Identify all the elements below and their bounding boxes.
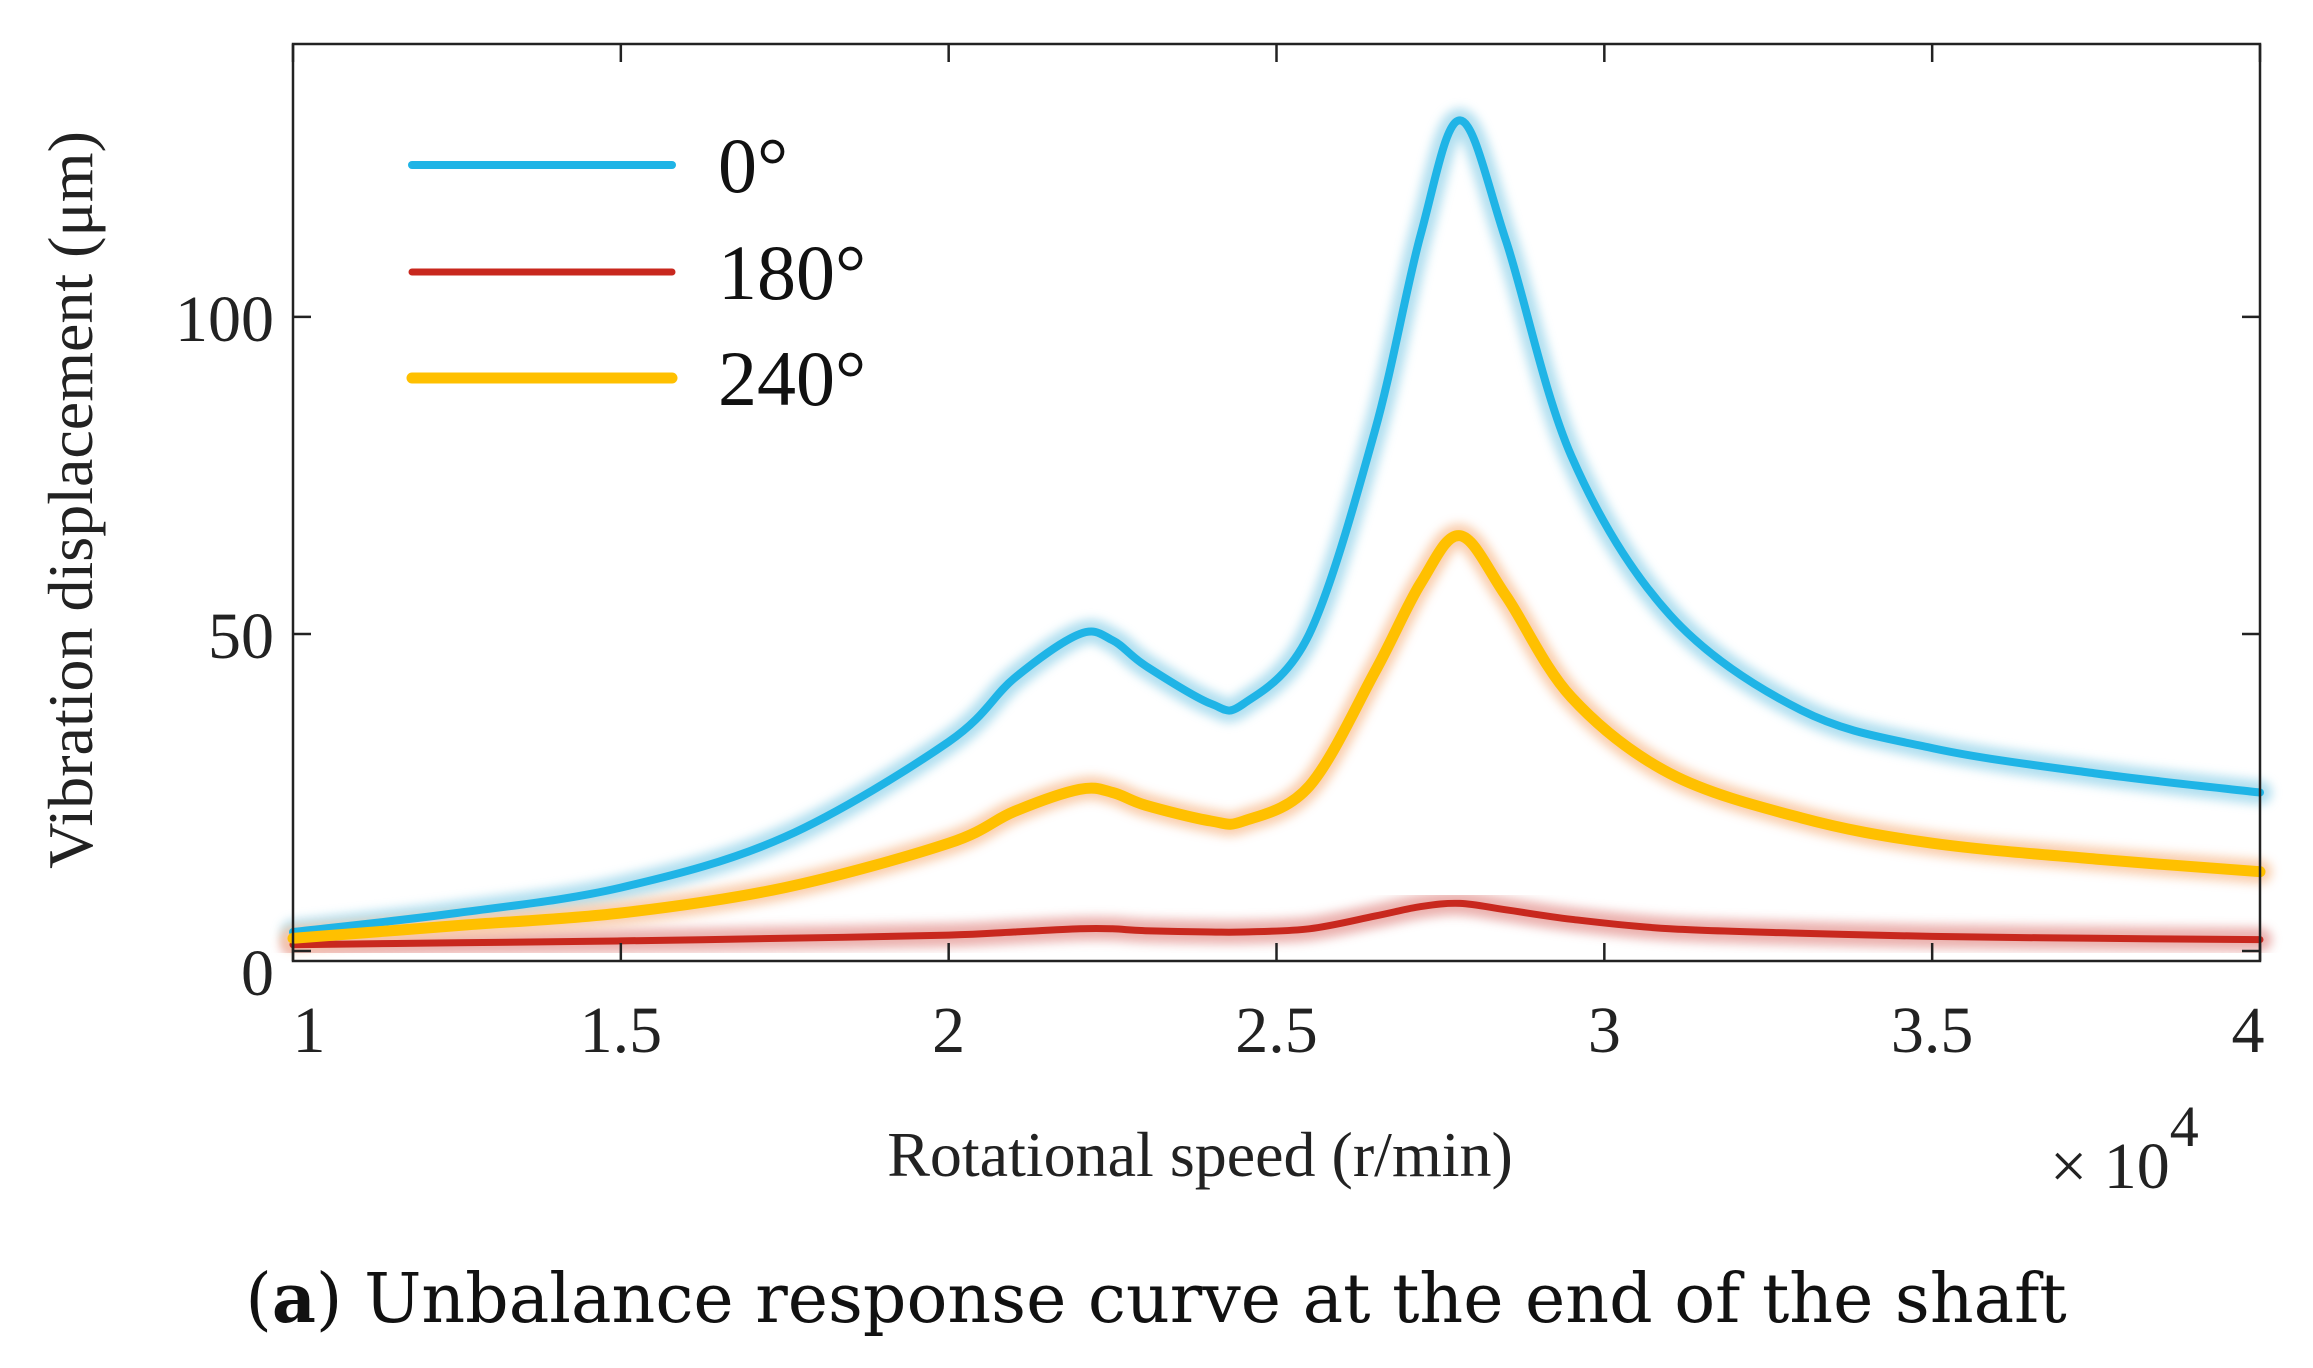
series-line-1 — [289, 899, 2264, 949]
y-axis-title: Vibration displacement (μm) — [35, 131, 106, 869]
axis-ticks: 1 1.5 2 2.5 3 3.5 4 0 50 100 — [175, 44, 2265, 1067]
caption-panel-label: a — [272, 1259, 316, 1339]
x-tick-label-0: 1 — [293, 994, 326, 1067]
x-tick-label-4: 3 — [1588, 994, 1621, 1067]
legend-label-0: 0° — [718, 122, 788, 209]
x-tick-label-1: 1.5 — [580, 994, 663, 1067]
x-tick-label-6: 4 — [2232, 994, 2265, 1067]
x-tick-label-5: 3.5 — [1891, 994, 1974, 1067]
x-tick-label-3: 2.5 — [1235, 994, 1318, 1067]
series-line-2 — [287, 530, 2266, 944]
y-tick-label-0: 0 — [241, 937, 274, 1010]
series-line-0 — [289, 116, 2264, 936]
y-tick-label-1: 50 — [208, 600, 274, 673]
x-axis-title: Rotational speed (r/min) — [887, 1119, 1513, 1190]
caption-prefix: ( — [245, 1260, 272, 1339]
caption-text: ) Unbalance response curve at the end of… — [316, 1260, 2067, 1339]
x-multiplier: × 104 — [2050, 1094, 2199, 1203]
legend-label-2: 240° — [718, 335, 866, 422]
x-multiplier-base: × 10 — [2050, 1130, 2170, 1203]
y-tick-label-2: 100 — [175, 283, 274, 356]
figure-caption: (a) Unbalance response curve at the end … — [245, 1259, 2066, 1339]
x-multiplier-exponent: 4 — [2170, 1094, 2199, 1159]
x-tick-label-2: 2 — [932, 994, 965, 1067]
series-line-layer — [287, 116, 2266, 949]
legend-label-1: 180° — [718, 229, 866, 316]
plot-area — [293, 44, 2260, 961]
legend: 0° 180° 240° — [397, 122, 866, 422]
